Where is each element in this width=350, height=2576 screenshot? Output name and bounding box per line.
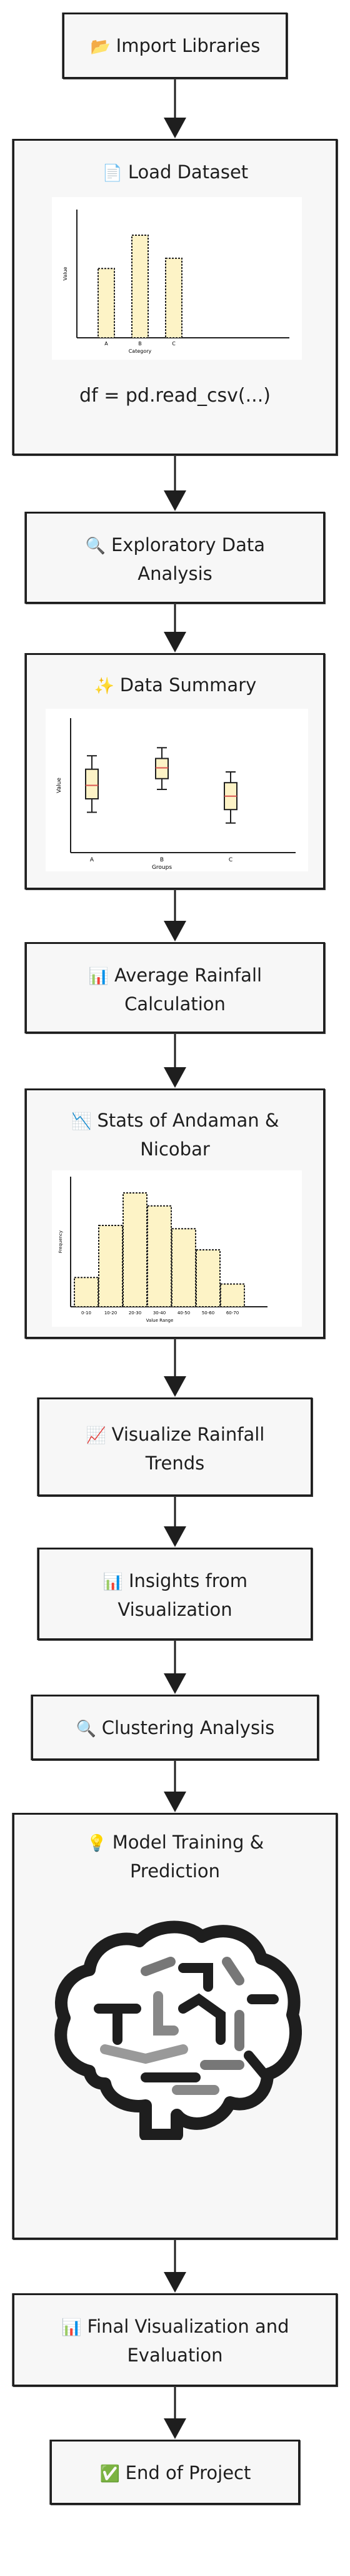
histogram-bar-20-30 <box>122 1192 148 1307</box>
node-clustering: 🔍 Clustering Analysis <box>31 1695 319 1760</box>
node-end-of-project: ✅ End of Project <box>50 2440 300 2505</box>
bar-chart-panel: A B C Category Value <box>52 197 302 360</box>
node-average-rainfall: 📊 Average Rainfall Calculation <box>25 942 325 1033</box>
folder-icon: 📂 <box>90 38 111 56</box>
x-axis-label: Groups <box>152 865 172 871</box>
node-model-training: 💡 Model Training & Prediction <box>12 1813 338 2239</box>
sparkles-icon: ✨ <box>94 677 114 696</box>
node-visualize-trends: 📈 Visualize Rainfall Trends <box>38 1397 312 1496</box>
node-label-line1: Final Visualization and <box>87 2316 289 2337</box>
histogram-bar-0-10 <box>74 1277 99 1307</box>
bar-C <box>165 257 182 338</box>
histogram-bar-60-70 <box>220 1283 245 1308</box>
node-final-visualization: 📊 Final Visualization and Evaluation <box>12 2293 338 2386</box>
x-tick-label: 30-40 <box>153 1311 166 1316</box>
node-eda: 🔍 Exploratory Data Analysis <box>25 512 325 604</box>
node-label-line1: Model Training & <box>112 1832 264 1853</box>
node-label-line2: Visualization <box>118 1599 232 1620</box>
x-tick-label: A <box>90 857 94 863</box>
bar-chart-icon: 📊 <box>61 2318 82 2337</box>
chart-increasing-icon: 📈 <box>86 1426 106 1445</box>
x-tick-label: C <box>172 341 176 347</box>
node-data-summary: ✨ Data Summary A B C Groups Value <box>25 653 325 890</box>
code-snippet: df = pd.read_csv(...) <box>79 385 271 407</box>
box-plot-panel: A B C Groups Value <box>46 709 308 871</box>
box-A <box>85 768 99 799</box>
x-tick-label: 10-20 <box>104 1311 117 1316</box>
node-stats-andaman: 📉 Stats of Andaman & Nicobar 0-10 10-20 20-… <box>25 1088 325 1339</box>
node-label: Data Summary <box>119 674 257 696</box>
y-axis-label: Value <box>62 266 68 280</box>
chart-decreasing-icon: 📉 <box>71 1112 92 1131</box>
box-plot: A B C Groups Value <box>56 718 296 871</box>
node-insights: 📊 Insights from Visualization <box>38 1548 312 1640</box>
node-label: Import Libraries <box>116 35 261 56</box>
x-tick-label: 50-60 <box>202 1311 214 1316</box>
x-axis-label: Category <box>129 348 152 354</box>
bar-chart: A B C Category Value <box>62 210 289 354</box>
y-axis-label: Frequency <box>58 1230 63 1253</box>
node-label-line1: Exploratory Data <box>111 534 266 555</box>
magnifier-icon: 🔍 <box>85 537 106 555</box>
node-label-line2: Prediction <box>129 1860 221 1882</box>
node-label-line2: Trends <box>145 1453 205 1474</box>
histogram-bar-10-20 <box>98 1225 123 1307</box>
node-label: Load Dataset <box>128 161 249 183</box>
check-mark-icon: ✅ <box>99 2465 120 2483</box>
x-tick-label: 0-10 <box>81 1311 91 1316</box>
node-label-line1: Average Rainfall <box>114 965 262 986</box>
bar-B <box>131 235 149 338</box>
histogram-bar-40-50 <box>171 1228 196 1307</box>
histogram: 0-10 10-20 20-30 30-40 40-50 50-60 60-70 Value … <box>58 1177 268 1323</box>
x-tick-label: 40-50 <box>178 1311 190 1316</box>
x-tick-label: A <box>104 341 108 347</box>
node-label-line1: Stats of Andaman & <box>97 1110 279 1131</box>
brain-icon <box>54 1920 302 2140</box>
node-import-libraries: 📂 Import Libraries <box>62 13 288 79</box>
bar-A <box>98 268 115 338</box>
bar-chart-icon: 📊 <box>88 967 109 986</box>
x-tick-label: B <box>160 857 164 863</box>
node-label-line1: Insights from <box>128 1570 248 1591</box>
histogram-bar-50-60 <box>196 1249 221 1307</box>
histogram-bar-30-40 <box>147 1205 172 1307</box>
node-label-line2: Evaluation <box>127 2345 223 2366</box>
node-label: End of Project <box>125 2462 251 2483</box>
node-load-dataset: 📄 Load Dataset A B C Category Value df = pd.r… <box>12 139 338 455</box>
y-axis-label: Value <box>56 778 62 793</box>
x-tick-label: C <box>229 857 232 863</box>
light-bulb-icon: 💡 <box>86 1834 107 1853</box>
magnifier-icon: 🔍 <box>76 1720 96 1738</box>
node-label-line1: Visualize Rainfall <box>111 1424 265 1445</box>
box-B <box>155 758 169 779</box>
node-label: Clustering Analysis <box>101 1717 275 1738</box>
bar-chart-icon: 📊 <box>102 1573 124 1591</box>
x-tick-label: B <box>138 341 142 347</box>
node-label-line2: Calculation <box>124 993 226 1015</box>
x-tick-label: 20-30 <box>129 1311 141 1316</box>
document-icon: 📄 <box>102 164 122 183</box>
histogram-panel: 0-10 10-20 20-30 30-40 40-50 50-60 60-70 Value … <box>52 1170 302 1327</box>
x-axis-label: Value Range <box>146 1318 174 1323</box>
node-label-line2: Analysis <box>138 563 212 584</box>
x-tick-label: 60-70 <box>226 1311 239 1316</box>
node-label-line2: Nicobar <box>140 1138 210 1160</box>
